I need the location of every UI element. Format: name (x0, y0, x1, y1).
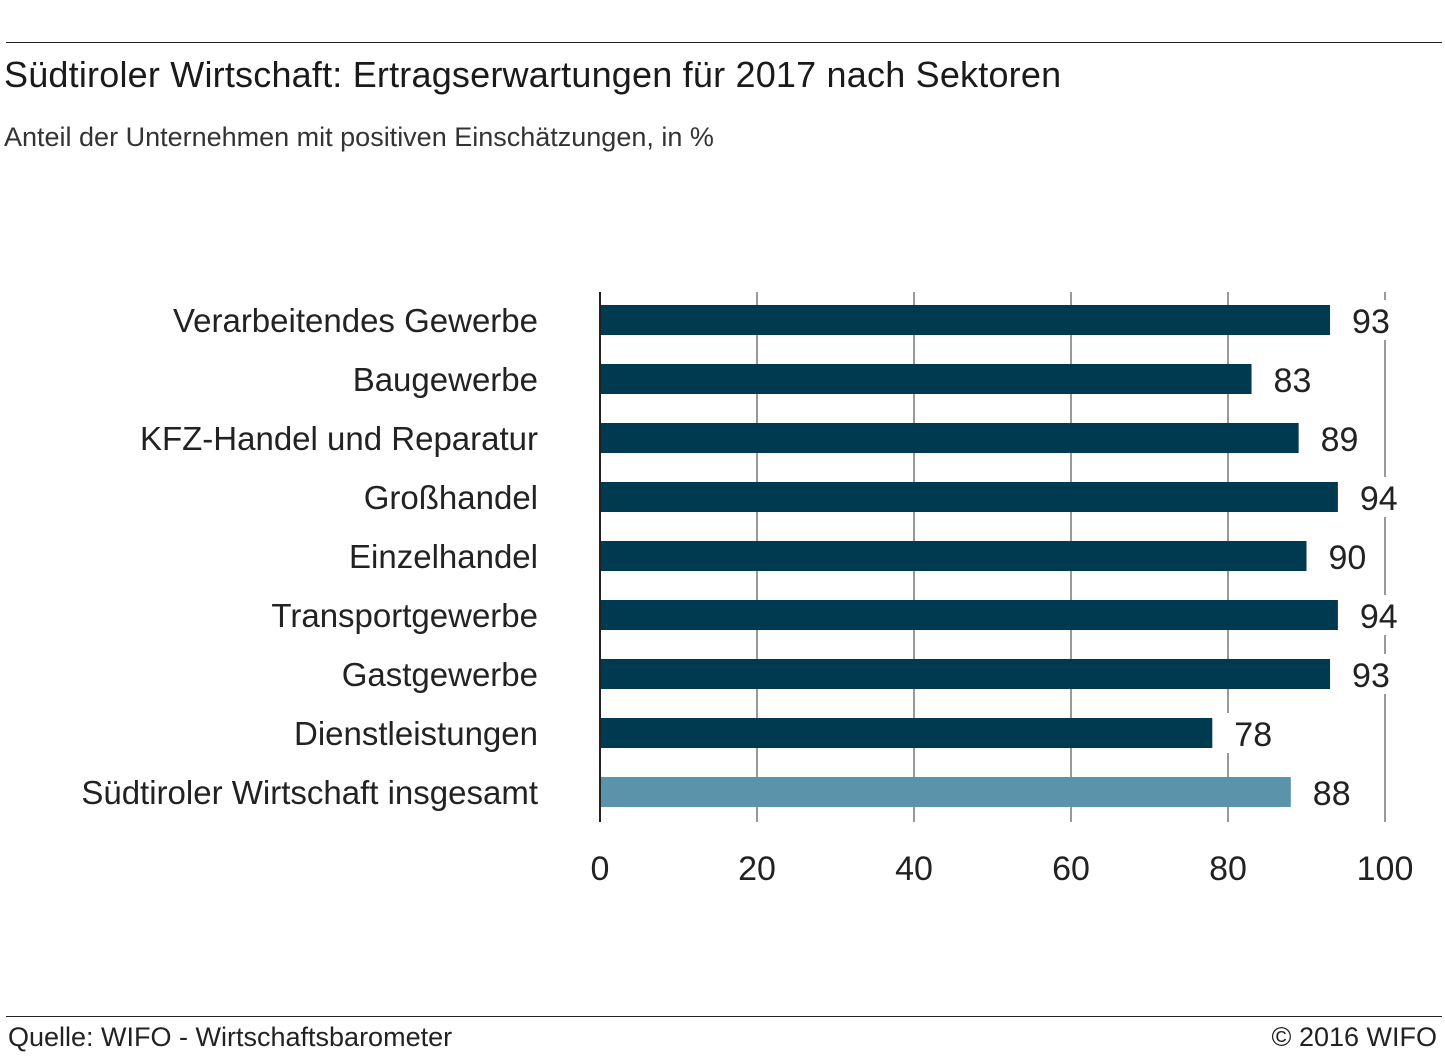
value-label: 78 (1234, 716, 1272, 754)
x-tick-label: 60 (1052, 850, 1090, 888)
bar (601, 423, 1299, 453)
category-label: Transportgewerbe (271, 597, 538, 634)
category-label: Verarbeitendes Gewerbe (173, 302, 538, 339)
value-label-backdrop (1222, 713, 1281, 753)
category-label: KFZ-Handel und Reparatur (140, 420, 538, 457)
chart-title: Südtiroler Wirtschaft: Ertragserwartunge… (4, 54, 1062, 95)
value-label-backdrop (1347, 477, 1406, 517)
value-label: 94 (1360, 480, 1398, 518)
bars (601, 300, 1406, 812)
category-label: Dienstleistungen (294, 715, 538, 752)
category-label: Baugewerbe (353, 361, 538, 398)
bar (601, 600, 1338, 630)
value-label: 88 (1313, 775, 1351, 813)
bar (601, 541, 1307, 571)
value-label-backdrop (1340, 300, 1399, 340)
value-label-backdrop (1347, 595, 1406, 635)
x-tick-label: 20 (738, 850, 776, 888)
category-label: Großhandel (364, 479, 538, 516)
value-label: 93 (1352, 657, 1390, 695)
bar (601, 364, 1252, 394)
x-tick-label: 100 (1357, 850, 1414, 888)
bar (601, 305, 1331, 335)
category-label: Gastgewerbe (342, 656, 538, 693)
value-label: 90 (1329, 539, 1367, 577)
bar-total (601, 777, 1291, 807)
bar (601, 718, 1213, 748)
value-label-backdrop (1308, 418, 1367, 458)
chart-subtitle: Anteil der Unternehmen mit positiven Ein… (4, 122, 714, 152)
bar-chart: 0 20 40 60 80 100 Verarbeitendes Gewerbe 93 Baug… (81, 292, 1413, 888)
x-tick-label: 40 (895, 850, 933, 888)
value-label: 89 (1321, 421, 1359, 459)
bar (601, 659, 1331, 689)
x-tick-label: 0 (591, 850, 610, 888)
category-label: Einzelhandel (349, 538, 538, 575)
labels: 0 20 40 60 80 100 Verarbeitendes Gewerbe 93 Baug… (81, 302, 1413, 888)
category-label: Südtiroler Wirtschaft insgesamt (81, 774, 538, 811)
value-label: 83 (1274, 362, 1312, 400)
bar (601, 482, 1338, 512)
x-tick-label: 80 (1209, 850, 1247, 888)
value-label-backdrop (1300, 772, 1359, 812)
value-label: 93 (1352, 303, 1390, 341)
source-note: Quelle: WIFO - Wirtschaftsbarometer (8, 1022, 453, 1052)
value-label: 94 (1360, 598, 1398, 636)
value-label-backdrop (1261, 359, 1320, 399)
value-label-backdrop (1316, 536, 1375, 576)
bottom-rule (6, 1016, 1442, 1017)
copyright-note: © 2016 WIFO (1271, 1022, 1437, 1052)
value-label-backdrop (1340, 654, 1399, 694)
top-rule (6, 42, 1442, 43)
